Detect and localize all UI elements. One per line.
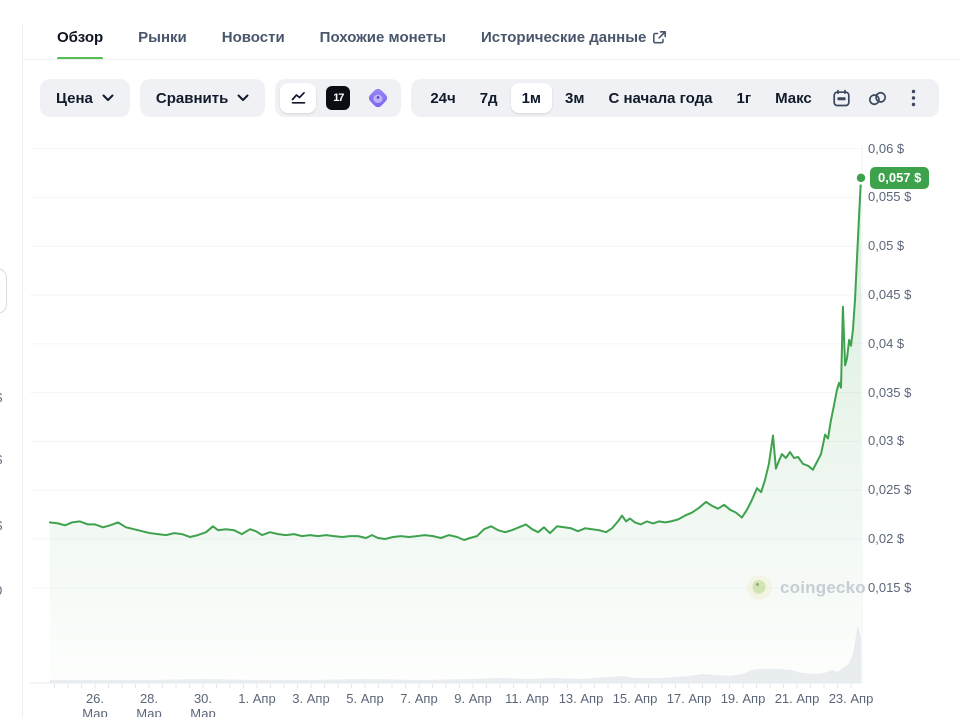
x-axis-label: 1. Апр	[238, 691, 276, 706]
y-axis-label: 0,035 $	[868, 384, 912, 400]
x-axis-label: 15. Апр	[612, 691, 658, 706]
custom-date-button[interactable]	[825, 83, 859, 113]
chart-type-switcher: 17	[275, 79, 402, 117]
tabbar-divider	[22, 59, 960, 60]
tab-overview[interactable]: Обзор	[57, 29, 104, 60]
x-axis-label: 3. Апр	[292, 691, 330, 706]
chevron-down-icon	[102, 94, 114, 101]
x-axis-label: 28. Мар	[136, 691, 162, 717]
chevron-down-icon	[237, 94, 249, 101]
geckoterminal-chart-button[interactable]	[360, 83, 396, 113]
y-axis-label: 0,055 $	[868, 189, 912, 205]
tradingview-icon: 17	[326, 86, 351, 110]
external-link-icon	[653, 31, 667, 44]
y-axis-label: 0,04 $	[868, 335, 905, 351]
price-area-fill	[49, 177, 861, 683]
price-line	[48, 176, 862, 541]
x-axis-label: 11. Апр	[505, 691, 549, 706]
current-price-marker	[854, 171, 868, 185]
price-dropdown-button[interactable]: Цена	[40, 79, 130, 117]
range-ytd-button[interactable]: С начала года	[608, 89, 713, 107]
x-axis-label: 13. Апр	[558, 691, 604, 706]
x-axis-label: 9. Апр	[454, 691, 492, 706]
current-price-badge: 0,057 $	[870, 166, 930, 189]
y-axis-label: 0,025 $	[868, 482, 912, 498]
tradingview-chart-button[interactable]: 17	[320, 83, 356, 113]
kebab-menu-icon	[912, 89, 916, 107]
x-axis-label: 7. Апр	[400, 691, 438, 706]
tab-news[interactable]: Новости	[221, 29, 285, 46]
more-options-button[interactable]	[897, 83, 931, 113]
x-axis-label: 23. Апр	[828, 691, 874, 706]
section-tabs: Обзор Рынки Новости Похожие монеты Истор…	[57, 29, 667, 60]
coingecko-logo-icon	[747, 575, 772, 600]
range-7d-button[interactable]: 7д	[479, 89, 498, 107]
clipped-content-fragment: $	[0, 518, 9, 533]
coingecko-watermark: coingecko	[746, 574, 866, 601]
tab-historical-data-label: Исторические данные	[480, 29, 647, 46]
clipped-content-fragment: $	[0, 452, 9, 467]
time-range-group: 24ч 7д 1м 3м С начала года 1г Макс	[411, 79, 939, 117]
y-axis-label: 0,015 $	[868, 579, 912, 595]
link-icon	[869, 91, 887, 105]
coingecko-watermark-text: coingecko	[780, 577, 866, 597]
tab-markets[interactable]: Рынки	[138, 29, 187, 46]
line-chart-type-button[interactable]	[280, 83, 317, 113]
tab-historical-data[interactable]: Исторические данные	[481, 29, 667, 48]
x-axis-label: 30. Мар	[190, 691, 216, 717]
y-axis-label: 0,05 $	[868, 238, 905, 254]
x-axis-label: 21. Апр	[774, 691, 820, 706]
x-axis-label: 26. Мар	[82, 691, 108, 717]
y-axis-label: 0,06 $	[868, 140, 905, 156]
card-left-border	[22, 23, 23, 717]
x-axis-label: 5. Апр	[346, 691, 384, 706]
chart-toolbar: Цена Сравнить 17 24ч 7	[40, 79, 939, 117]
geckoterminal-icon	[369, 88, 388, 108]
range-1y-button[interactable]: 1г	[736, 89, 752, 107]
clipped-content-fragment: 0	[0, 583, 9, 598]
y-axis-label: 0,02 $	[868, 531, 905, 546]
compare-dropdown-button[interactable]: Сравнить	[139, 79, 266, 117]
compare-dropdown-label: Сравнить	[155, 89, 229, 107]
x-axis-label: 17. Апр	[666, 691, 712, 706]
calendar-icon	[833, 89, 850, 106]
x-axis-label: 19. Апр	[720, 691, 766, 706]
range-24h-button[interactable]: 24ч	[430, 89, 456, 107]
range-1m-button[interactable]: 1м	[510, 83, 553, 113]
y-axis-label: 0,03 $	[868, 433, 905, 449]
share-link-button[interactable]	[861, 83, 895, 113]
clipped-content-fragment: $	[0, 390, 9, 405]
range-3m-button[interactable]: 3м	[565, 89, 585, 107]
tab-similar-coins[interactable]: Похожие монеты	[319, 29, 446, 46]
price-dropdown-label: Цена	[56, 89, 93, 107]
range-max-button[interactable]: Макс	[775, 89, 812, 107]
line-chart-icon	[291, 91, 306, 104]
y-axis-label: 0,045 $	[868, 287, 912, 302]
